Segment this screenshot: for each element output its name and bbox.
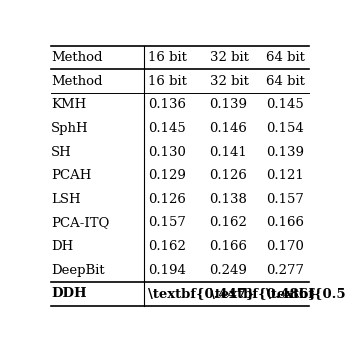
Text: 32 bit: 32 bit	[210, 51, 248, 64]
Text: 0.136: 0.136	[148, 98, 186, 111]
Text: SphH: SphH	[51, 122, 89, 135]
Text: \textbf{0.447}: \textbf{0.447}	[148, 287, 254, 300]
Text: DDH: DDH	[51, 287, 87, 300]
Text: PCAH: PCAH	[51, 169, 92, 182]
Text: 32 bit: 32 bit	[210, 75, 248, 88]
Text: 16 bit: 16 bit	[148, 51, 187, 64]
Text: Method: Method	[51, 75, 103, 88]
Text: 0.126: 0.126	[210, 169, 247, 182]
Text: \textbf{0.535}: \textbf{0.535}	[266, 287, 346, 300]
Text: 0.146: 0.146	[210, 122, 247, 135]
Text: DH: DH	[51, 240, 74, 253]
Text: 0.141: 0.141	[210, 145, 247, 159]
Text: SH: SH	[51, 145, 72, 159]
Text: 0.162: 0.162	[148, 240, 186, 253]
Text: KMH: KMH	[51, 98, 86, 111]
Text: 0.126: 0.126	[148, 193, 186, 206]
Text: 0.138: 0.138	[210, 193, 247, 206]
Text: 0.145: 0.145	[266, 98, 303, 111]
Text: 16 bit: 16 bit	[148, 75, 187, 88]
Text: 0.129: 0.129	[148, 169, 186, 182]
Text: DeepBit: DeepBit	[51, 264, 105, 277]
Text: 64 bit: 64 bit	[266, 75, 305, 88]
Text: 0.139: 0.139	[210, 98, 247, 111]
Text: 0.145: 0.145	[148, 122, 185, 135]
Text: 0.157: 0.157	[148, 216, 186, 229]
Text: 0.166: 0.166	[210, 240, 247, 253]
Text: Method: Method	[51, 51, 103, 64]
Text: PCA-ITQ: PCA-ITQ	[51, 216, 110, 229]
Text: 0.249: 0.249	[210, 264, 247, 277]
Text: 0.121: 0.121	[266, 169, 303, 182]
Text: 0.154: 0.154	[266, 122, 303, 135]
Text: 0.194: 0.194	[148, 264, 186, 277]
Text: 0.139: 0.139	[266, 145, 304, 159]
Text: 0.166: 0.166	[266, 216, 304, 229]
Text: 64 bit: 64 bit	[266, 51, 305, 64]
Text: LSH: LSH	[51, 193, 81, 206]
Text: 0.130: 0.130	[148, 145, 186, 159]
Text: 0.170: 0.170	[266, 240, 304, 253]
Text: 0.277: 0.277	[266, 264, 304, 277]
Text: \textbf{0.486}: \textbf{0.486}	[210, 287, 316, 300]
Text: 0.157: 0.157	[266, 193, 304, 206]
Text: 0.162: 0.162	[210, 216, 247, 229]
